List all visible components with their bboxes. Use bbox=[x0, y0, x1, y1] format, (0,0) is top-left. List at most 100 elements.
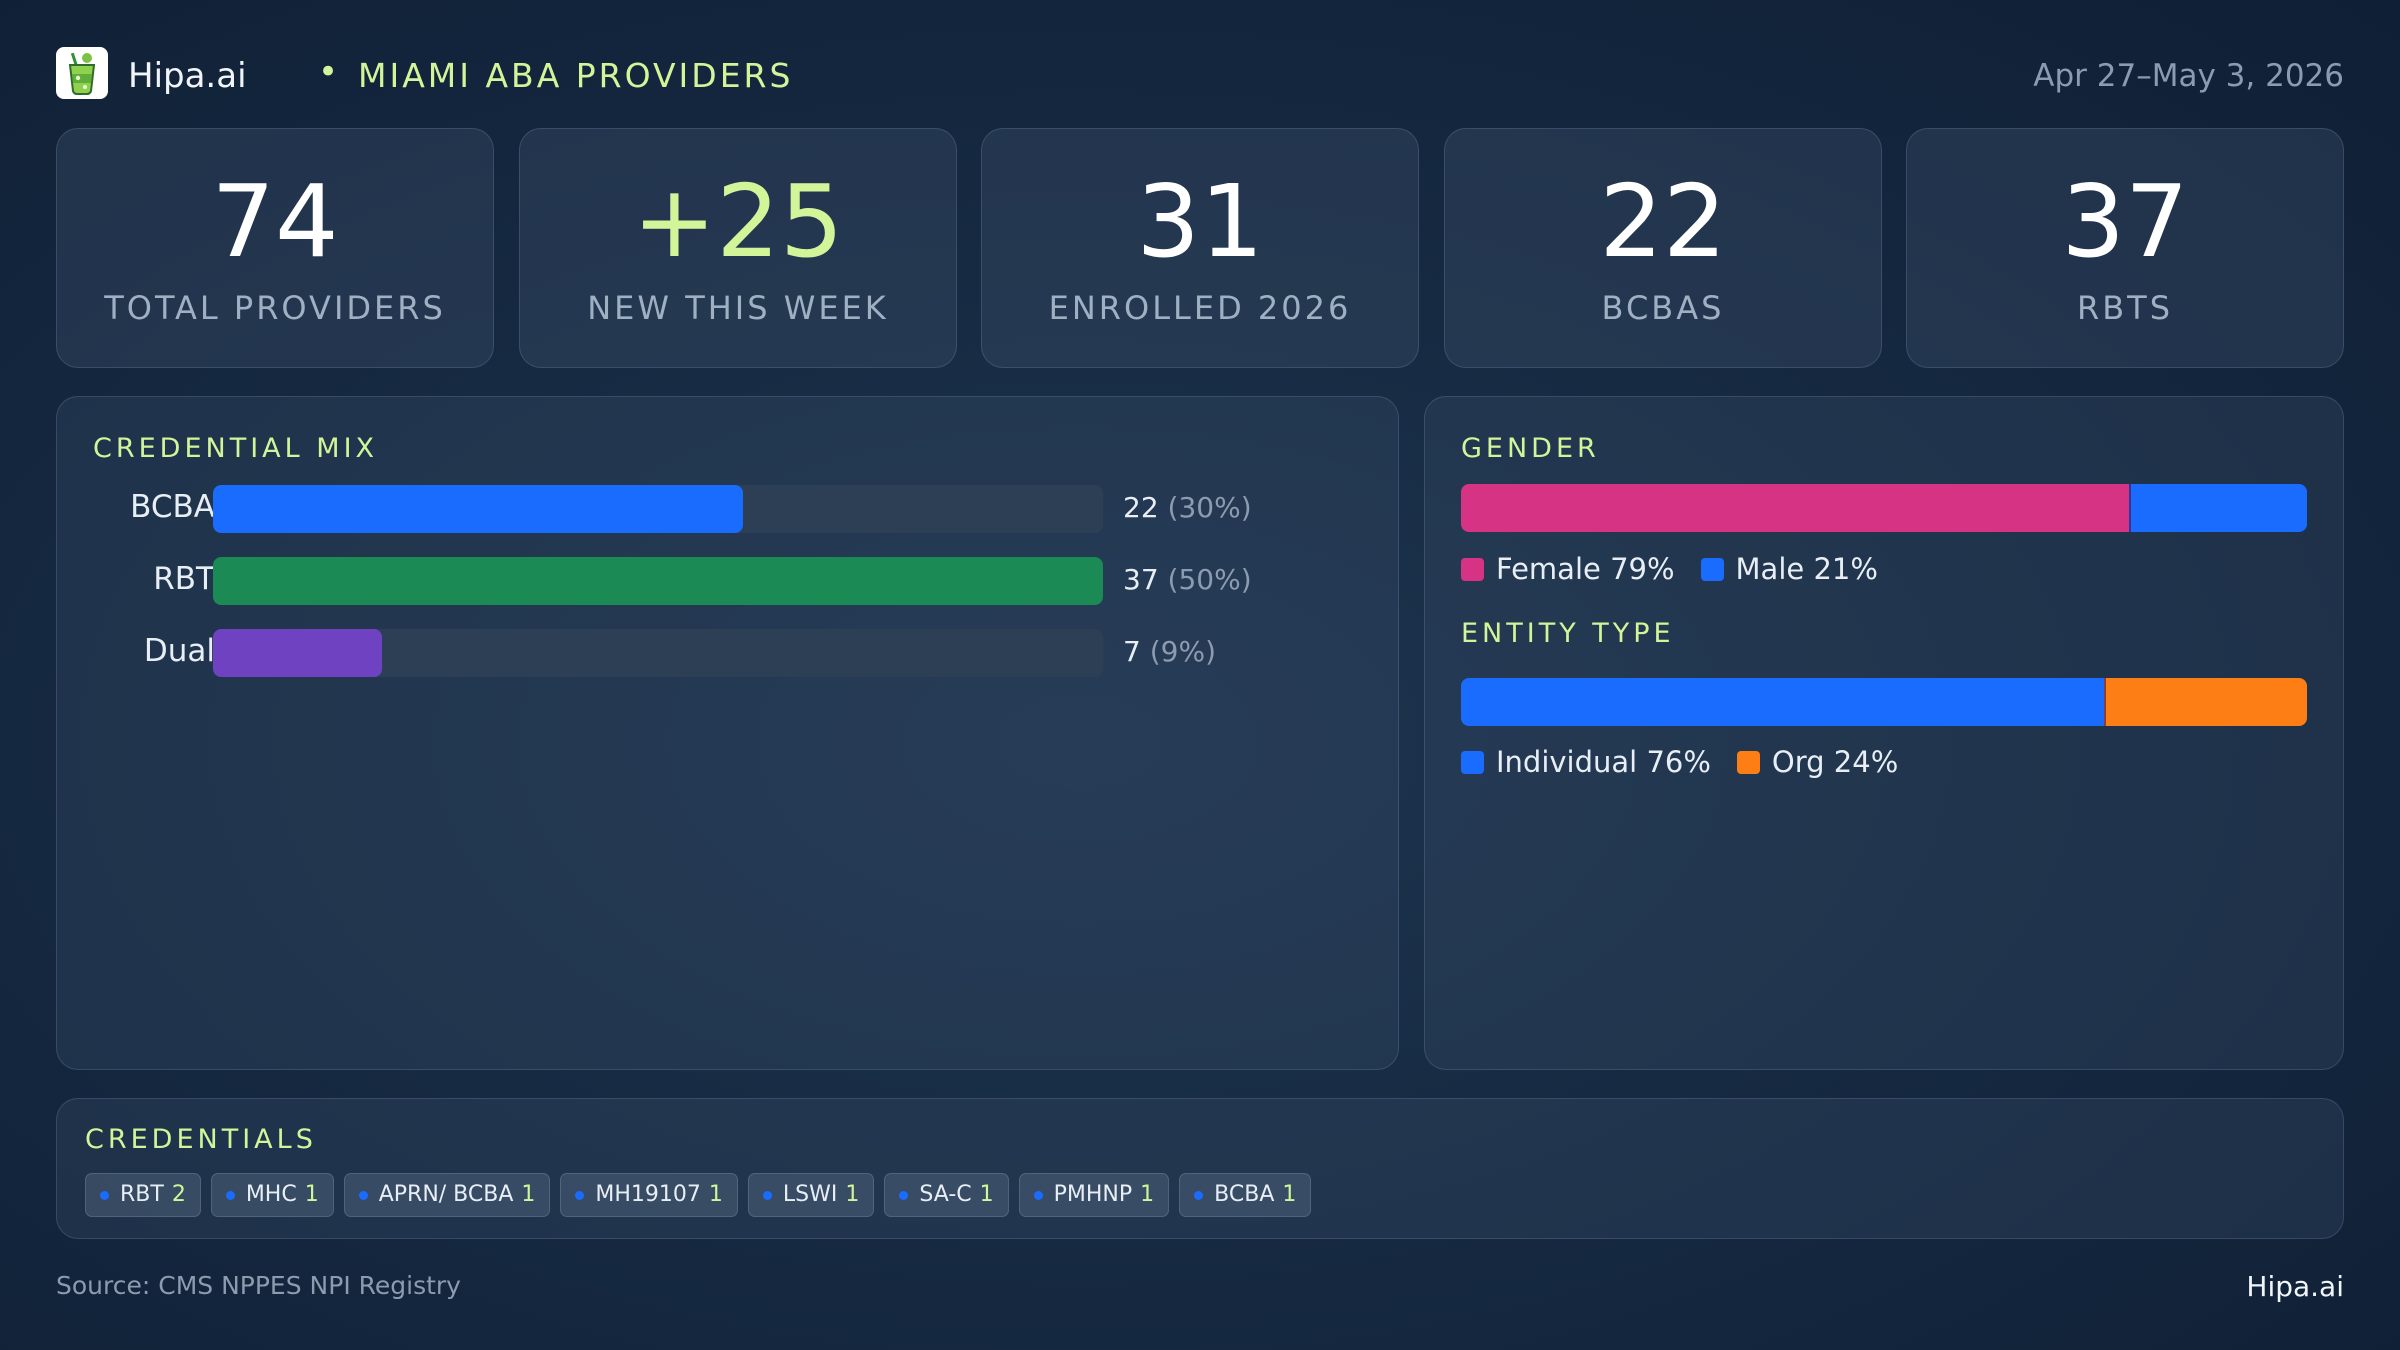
mix-percent: (9%) bbox=[1149, 635, 1217, 668]
page-title: MIAMI ABA PROVIDERS bbox=[358, 56, 794, 95]
gender-segment-female bbox=[1461, 484, 2130, 532]
mix-bar-track bbox=[213, 485, 1103, 533]
chip-dot-icon bbox=[358, 1191, 368, 1200]
title-separator: • bbox=[318, 52, 339, 92]
credential-chip: APRN/ BCBA 1 bbox=[343, 1173, 551, 1217]
gender-segment-male bbox=[2129, 484, 2307, 532]
stat-card-enrolled-2026: 31 ENROLLED 2026 bbox=[981, 128, 1419, 368]
credential-chip: MHC 1 bbox=[210, 1173, 334, 1217]
legend-item-female: Female 79% bbox=[1461, 552, 1675, 586]
legend-swatch bbox=[1700, 558, 1724, 581]
stat-card-total-providers: 74 TOTAL PROVIDERS bbox=[56, 128, 494, 368]
chip-count: 1 bbox=[1282, 1182, 1297, 1207]
entity-type-stacked-bar bbox=[1461, 678, 2307, 726]
mix-row-rbt: RBT 37 (50%) bbox=[57, 557, 1397, 605]
mix-count: 7 bbox=[1123, 635, 1141, 668]
entity-type-title: ENTITY TYPE bbox=[1461, 618, 1675, 649]
legend-label: Org 24% bbox=[1771, 745, 1899, 779]
stat-value: 31 bbox=[1136, 163, 1264, 280]
credential-chip: LSWI 1 bbox=[747, 1173, 875, 1217]
credential-chip: SA-C 1 bbox=[884, 1173, 1009, 1217]
chip-label: PMHNP bbox=[1053, 1182, 1133, 1207]
mix-value: 37 (50%) bbox=[1123, 563, 1252, 596]
legend-item-male: Male 21% bbox=[1700, 552, 1878, 586]
entity-type-legend: Individual 76% Org 24% bbox=[1461, 743, 1924, 779]
chip-dot-icon bbox=[762, 1191, 772, 1200]
stat-card-new-this-week: +25 NEW THIS WEEK bbox=[519, 128, 957, 368]
gender-stacked-bar bbox=[1461, 484, 2307, 532]
mix-bar-fill bbox=[213, 557, 1103, 605]
chip-count: 1 bbox=[304, 1182, 319, 1207]
cocktail-glass-icon bbox=[56, 47, 108, 99]
chip-count: 2 bbox=[171, 1182, 186, 1207]
chip-label: APRN/ BCBA bbox=[378, 1182, 514, 1207]
credential-mix-panel: CREDENTIAL MIX BCBA 22 (30%) RBT 37 (50%… bbox=[56, 396, 1399, 1070]
credentials-panel: CREDENTIALS RBT 2 MHC 1 APRN/ BCBA 1 MH19107 1 L… bbox=[56, 1098, 2344, 1239]
chip-count: 1 bbox=[1140, 1182, 1155, 1207]
chip-label: LSWI bbox=[782, 1182, 838, 1207]
stat-label: TOTAL PROVIDERS bbox=[104, 289, 446, 327]
header: Hipa.ai • MIAMI ABA PROVIDERS Apr 27–May… bbox=[56, 47, 2344, 101]
credential-chip: MH19107 1 bbox=[560, 1173, 738, 1217]
credential-chip: RBT 2 bbox=[85, 1173, 201, 1217]
mix-row-bcba: BCBA 22 (30%) bbox=[57, 485, 1397, 533]
mix-bar-fill bbox=[213, 485, 743, 533]
chip-dot-icon bbox=[1194, 1191, 1204, 1200]
stat-label: ENROLLED 2026 bbox=[1048, 289, 1352, 327]
date-range: Apr 27–May 3, 2026 bbox=[2033, 58, 2344, 94]
stat-value: +25 bbox=[632, 163, 844, 280]
mix-category-label: Dual bbox=[143, 633, 215, 669]
stat-card-rbts: 37 RBTS bbox=[1906, 128, 2344, 368]
credential-chip-list: RBT 2 MHC 1 APRN/ BCBA 1 MH19107 1 LSWI 1 SA-C 1 PMH… bbox=[85, 1173, 1321, 1217]
credential-chip: BCBA 1 bbox=[1179, 1173, 1312, 1217]
stat-value: 22 bbox=[1599, 163, 1727, 280]
data-source-note: Source: CMS NPPES NPI Registry bbox=[56, 1271, 461, 1300]
demographics-panel: GENDER Female 79% Male 21% ENTITY TYPE In… bbox=[1424, 396, 2344, 1070]
legend-item-individual: Individual 76% bbox=[1461, 745, 1711, 779]
mix-count: 22 bbox=[1123, 491, 1159, 524]
chip-count: 1 bbox=[845, 1182, 860, 1207]
chip-label: RBT bbox=[120, 1182, 164, 1207]
entity-segment-individual bbox=[1461, 678, 2104, 726]
stat-label: NEW THIS WEEK bbox=[587, 289, 889, 327]
legend-label: Male 21% bbox=[1735, 552, 1878, 586]
entity-segment-org bbox=[2103, 678, 2307, 726]
stat-label: RBTS bbox=[2076, 289, 2174, 327]
mix-percent: (50%) bbox=[1167, 563, 1252, 596]
footer-brand: Hipa.ai bbox=[2246, 1270, 2344, 1303]
legend-label: Female 79% bbox=[1496, 552, 1675, 586]
mix-percent: (30%) bbox=[1167, 491, 1252, 524]
chip-dot-icon bbox=[100, 1191, 109, 1200]
stat-card-bcbas: 22 BCBAS bbox=[1444, 128, 1882, 368]
gender-legend: Female 79% Male 21% bbox=[1461, 550, 1904, 586]
chip-label: BCBA bbox=[1214, 1182, 1275, 1207]
chip-label: SA-C bbox=[919, 1182, 972, 1207]
legend-item-org: Org 24% bbox=[1736, 745, 1899, 779]
legend-label: Individual 76% bbox=[1496, 745, 1711, 779]
gender-title: GENDER bbox=[1461, 433, 1600, 464]
mix-value: 22 (30%) bbox=[1123, 491, 1252, 524]
credential-mix-title: CREDENTIAL MIX bbox=[93, 433, 379, 464]
mix-value: 7 (9%) bbox=[1123, 635, 1216, 668]
stat-value: 37 bbox=[2061, 163, 2189, 280]
chip-dot-icon bbox=[899, 1191, 909, 1200]
chip-count: 1 bbox=[521, 1182, 536, 1207]
chip-label: MHC bbox=[245, 1182, 297, 1207]
mix-category-label: BCBA bbox=[130, 489, 215, 525]
chip-dot-icon bbox=[1033, 1191, 1043, 1200]
chip-dot-icon bbox=[225, 1191, 235, 1200]
legend-swatch bbox=[1461, 558, 1484, 581]
brand-name: Hipa.ai bbox=[128, 56, 247, 96]
mix-bar-fill bbox=[213, 629, 383, 677]
chip-dot-icon bbox=[575, 1191, 585, 1200]
mix-count: 37 bbox=[1123, 563, 1159, 596]
mix-row-dual: Dual 7 (9%) bbox=[57, 629, 1397, 677]
legend-swatch bbox=[1736, 751, 1760, 774]
legend-swatch bbox=[1461, 751, 1484, 774]
stat-label: BCBAS bbox=[1601, 289, 1725, 327]
chip-label: MH19107 bbox=[595, 1182, 701, 1207]
mix-category-label: RBT bbox=[153, 561, 215, 597]
chip-count: 1 bbox=[708, 1182, 723, 1207]
mix-bar-track bbox=[213, 629, 1103, 677]
credentials-title: CREDENTIALS bbox=[85, 1124, 317, 1155]
